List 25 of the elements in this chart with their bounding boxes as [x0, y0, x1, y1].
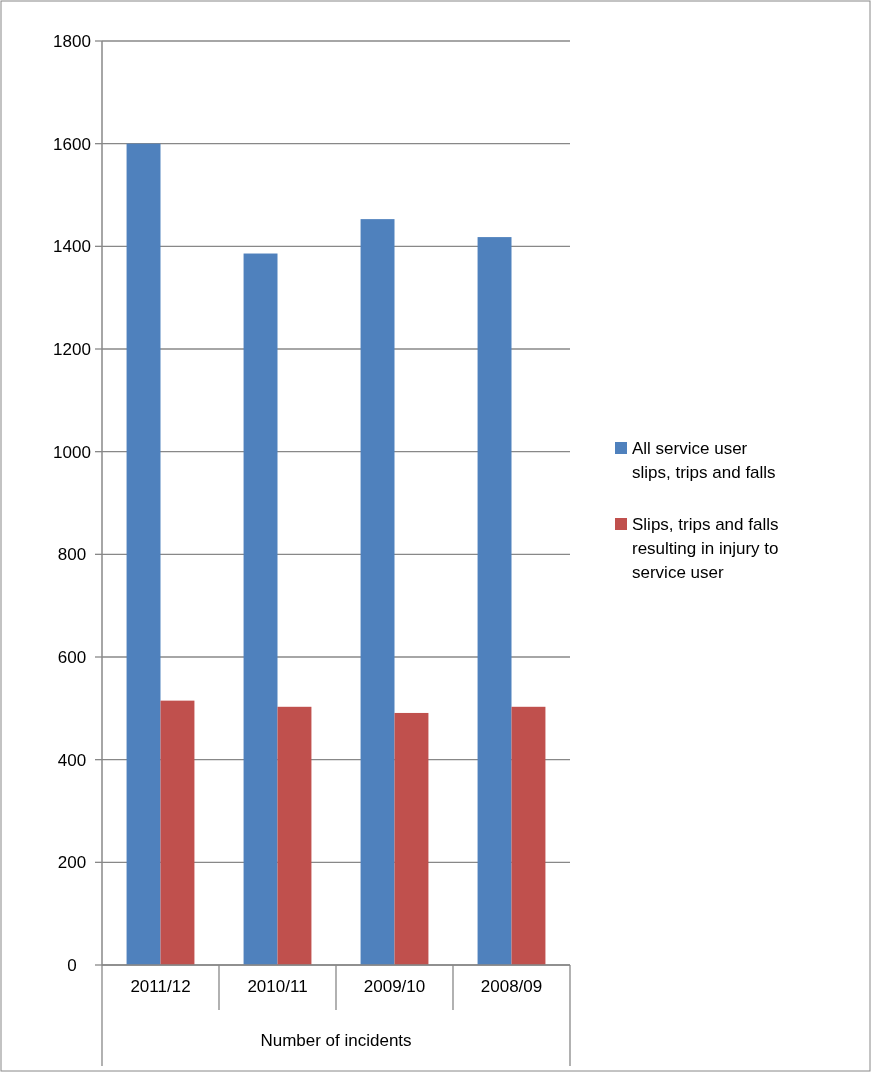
bar: [160, 700, 195, 965]
y-tick-label: 800: [57, 545, 87, 565]
y-tick-label: 1400: [53, 237, 91, 257]
y-tick-label: 1000: [53, 442, 91, 462]
bar: [243, 253, 278, 965]
x-tick-label: 2008/09: [480, 977, 543, 996]
y-tick-label: 1600: [53, 134, 91, 154]
bar: [360, 219, 395, 965]
x-axis-title: Number of incidents: [260, 1031, 412, 1050]
y-tick-label: 1200: [53, 339, 91, 359]
bar: [126, 143, 161, 965]
x-tick-label: 2009/10: [363, 977, 426, 996]
y-tick-label: 1800: [53, 31, 91, 51]
bar: [511, 706, 546, 965]
y-tick-label: 400: [57, 750, 87, 770]
x-tick-label: 2011/12: [130, 977, 191, 996]
legend-label: All service user slips, trips and falls: [632, 438, 776, 482]
bar: [277, 706, 312, 965]
bar: [394, 712, 429, 965]
bar: [477, 237, 512, 965]
y-tick-label: 200: [57, 853, 87, 873]
legend-label: Slips, trips and falls resulting in injury to service user: [632, 514, 779, 582]
y-tick-label: 0: [67, 955, 77, 975]
x-tick-label: 2010/11: [247, 977, 308, 996]
y-tick-label: 600: [57, 647, 87, 667]
